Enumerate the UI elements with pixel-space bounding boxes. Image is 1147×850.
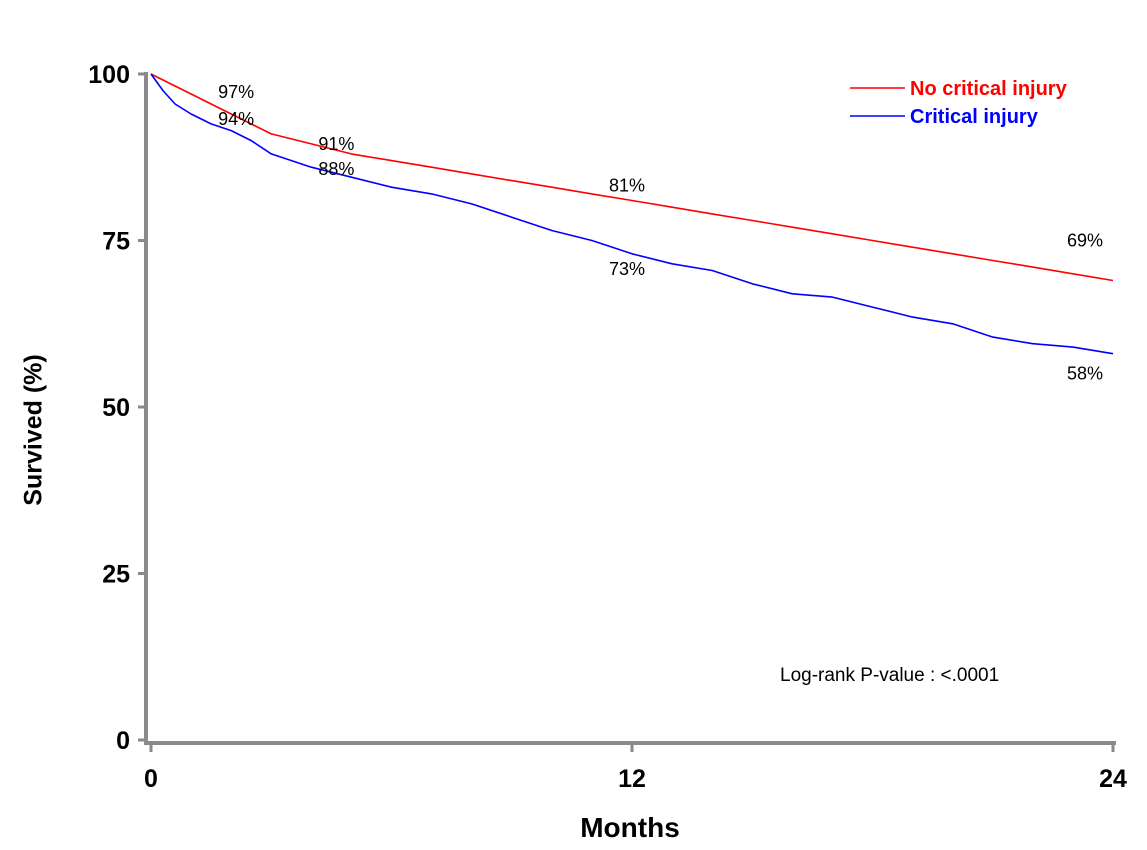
x-tick-label: 0	[144, 765, 158, 793]
y-axis-title-box: Survived (%)	[0, 310, 68, 550]
point-label: 73%	[609, 259, 645, 279]
legend-label: No critical injury	[910, 78, 1068, 100]
point-label: 69%	[1067, 230, 1103, 250]
series-layer	[150, 73, 1114, 355]
y-axis-title: Survived (%)	[19, 354, 48, 506]
point-label: 81%	[609, 176, 645, 196]
axes: 0 25 50 75 100 0 12 24	[88, 61, 1127, 793]
p-value-annotation: Log-rank P-value : <.0001	[780, 665, 1000, 686]
legend: No critical injury Critical injury	[850, 78, 1068, 128]
x-tick-label: 24	[1099, 765, 1127, 793]
point-label: 58%	[1067, 364, 1103, 384]
y-tick-label: 25	[102, 561, 130, 589]
series-line-critical-injury	[150, 73, 1114, 355]
legend-label: Critical injury	[910, 106, 1039, 128]
y-tick-label: 0	[116, 727, 130, 755]
x-axis-title: Months	[580, 812, 680, 843]
y-tick-label: 100	[88, 61, 130, 89]
point-label: 88%	[318, 159, 354, 179]
point-label: 91%	[318, 134, 354, 154]
x-tick-label: 12	[618, 765, 646, 793]
point-label: 94%	[218, 109, 254, 129]
y-tick-label: 50	[102, 394, 130, 422]
y-tick-label: 75	[102, 228, 130, 256]
point-labels: 97% 91% 81% 69% 94% 88% 73% 58%	[218, 82, 1103, 384]
point-label: 97%	[218, 82, 254, 102]
series-line-no-critical-injury	[150, 73, 1114, 282]
